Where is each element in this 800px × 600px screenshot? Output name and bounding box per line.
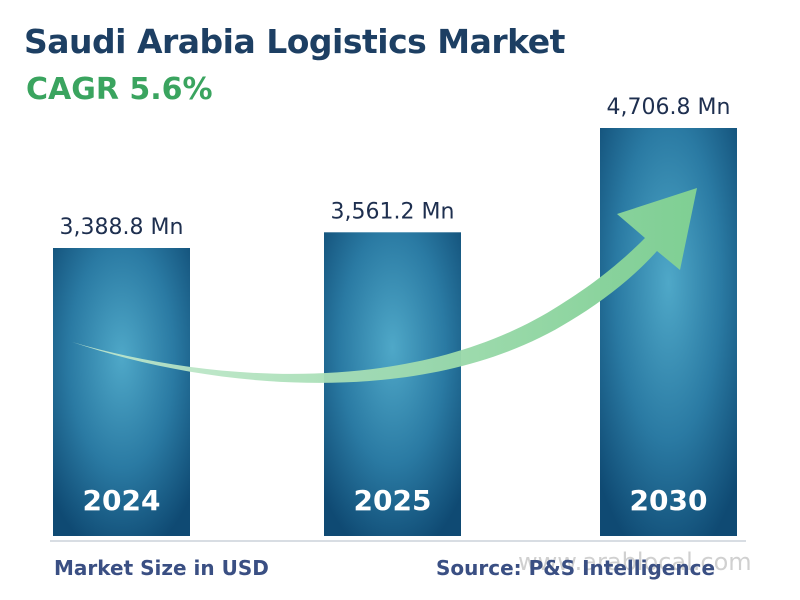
bar-value-label: 3,388.8 Mn — [60, 215, 184, 240]
bar-2030 — [600, 128, 737, 536]
bar-2024 — [53, 248, 190, 536]
bar-category-label: 2024 — [83, 484, 161, 517]
bar-value-label: 3,561.2 Mn — [331, 199, 455, 224]
watermark-text: www.arablocal.com — [518, 548, 752, 576]
bar-category-label: 2030 — [630, 484, 708, 517]
chart-title: Saudi Arabia Logistics Market — [24, 22, 565, 61]
market-size-note: Market Size in USD — [54, 556, 269, 580]
bar-value-label: 4,706.8 Mn — [607, 95, 731, 120]
source-note: Source: P&S Intelligence — [436, 556, 716, 580]
bar-2025 — [324, 232, 461, 536]
bar-category-label: 2025 — [354, 484, 432, 517]
trend-arrow — [72, 188, 697, 383]
cagr-label: CAGR 5.6% — [26, 72, 213, 107]
